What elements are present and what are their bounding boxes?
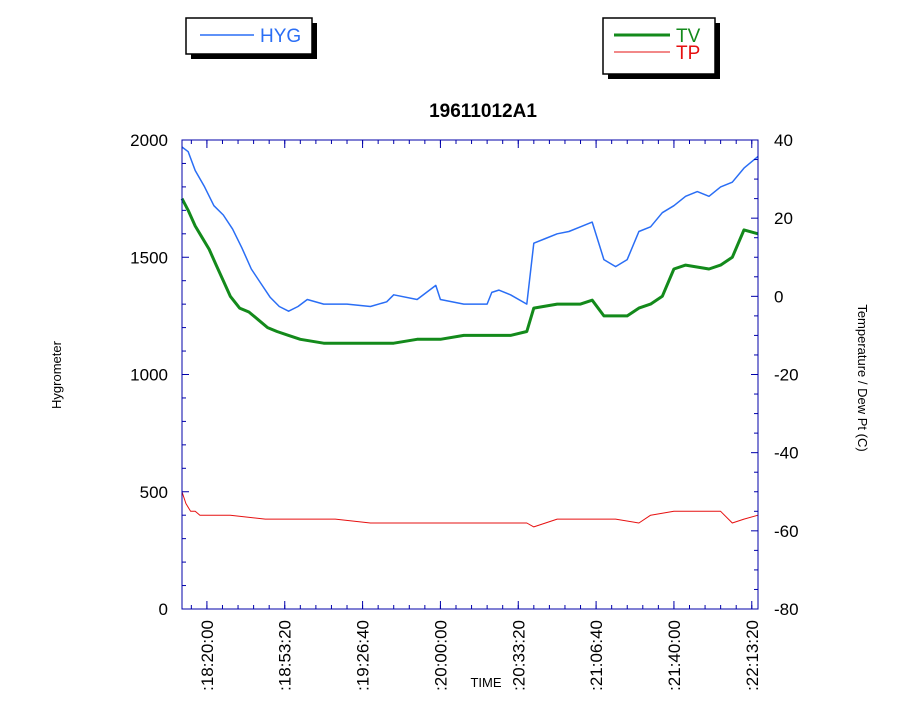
y-left-tick-label: 1000 <box>130 366 168 385</box>
legend-label-hyg: HYG <box>260 26 301 47</box>
y-axis-title-left: Hygrometer <box>49 340 64 409</box>
series-hyg-line <box>181 146 759 312</box>
x-tick-label: :20:33:20 <box>509 620 528 691</box>
y-right-tick-label: 40 <box>774 131 793 150</box>
y-left-tick-label: 500 <box>140 483 168 502</box>
x-tick-label: :19:26:40 <box>354 620 373 691</box>
y-left-tick-label: 0 <box>159 600 168 619</box>
legend-right: TV TP <box>602 17 720 79</box>
x-tick-label: :18:20:00 <box>198 620 217 691</box>
y-right-tick-label: -20 <box>774 366 799 385</box>
y-right-tick-label: -60 <box>774 522 799 541</box>
y-right-tick-label: 20 <box>774 209 793 228</box>
plot-series <box>180 146 759 528</box>
y-axis-title-right: Temperature / Dew Pt (C) <box>855 304 870 451</box>
y-left-tick-label: 1500 <box>130 248 168 267</box>
legend-label-tp: TP <box>676 43 700 64</box>
y-right-tick-label: -40 <box>774 444 799 463</box>
x-axis-title: TIME <box>470 675 501 690</box>
y-right-tick-label: 0 <box>774 287 783 306</box>
chart-title: 19611012A1 <box>429 101 537 122</box>
series-tv-line <box>180 197 759 345</box>
x-tick-label: :22:13:20 <box>743 620 762 691</box>
x-tick-label: :21:40:00 <box>665 620 684 691</box>
x-tick-label: :21:06:40 <box>587 620 606 691</box>
y-right-tick-label: -80 <box>774 600 799 619</box>
x-tick-label: :20:00:00 <box>431 620 450 691</box>
plot-frame <box>181 139 759 610</box>
legend-left-box <box>185 17 313 55</box>
legend-right-box <box>602 17 716 75</box>
x-tick-label: :18:53:20 <box>276 620 295 691</box>
axes: 0 500 1000 1500 2000 -80 -60 -40 -20 0 20 40 :18:20:… <box>130 131 798 691</box>
legend-left: HYG <box>185 17 317 59</box>
y-left-tick-label: 2000 <box>130 131 168 150</box>
legend-label-tv: TV <box>676 26 701 47</box>
series-tp-line <box>181 491 759 528</box>
